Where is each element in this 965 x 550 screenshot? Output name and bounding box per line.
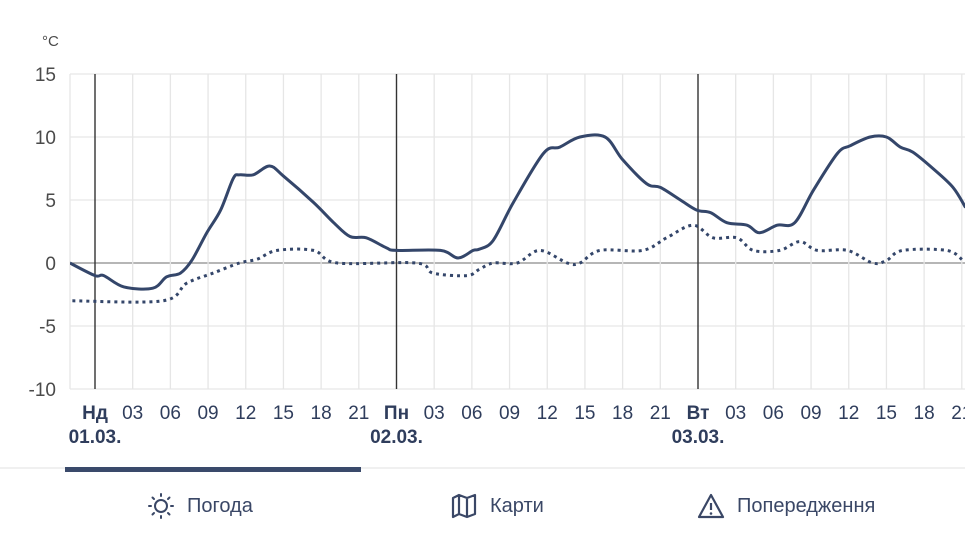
hour-label: 12 <box>838 403 859 424</box>
hour-label: 12 <box>537 403 558 424</box>
hour-label: 03 <box>122 403 143 424</box>
y-tick-label: 10 <box>35 128 56 149</box>
hour-label: 09 <box>499 403 520 424</box>
y-tick-label: 15 <box>35 65 56 86</box>
hour-label: 03 <box>424 403 445 424</box>
solid-series-line <box>70 133 965 291</box>
weekday-label: Пн <box>384 403 409 424</box>
series-lines <box>70 133 965 304</box>
y-tick-label: 5 <box>45 191 56 212</box>
hour-label: 15 <box>574 403 595 424</box>
hour-label: 09 <box>800 403 821 424</box>
tab-weather-label: Погода <box>187 494 253 517</box>
hour-label: 15 <box>876 403 897 424</box>
tab-maps[interactable]: Карти <box>450 488 544 524</box>
nav-divider <box>0 467 965 469</box>
tab-warnings[interactable]: Попередження <box>697 488 875 524</box>
y-axis-labels: 15 10 5 0 -5 -10 <box>29 65 56 401</box>
unit-label: °C <box>42 33 59 50</box>
weekday-label: Вт <box>687 403 710 424</box>
hour-label: 21 <box>650 403 671 424</box>
hour-label: 06 <box>160 403 181 424</box>
tab-maps-label: Карти <box>490 494 544 517</box>
date-label: 01.03. <box>69 427 122 448</box>
hour-label: 06 <box>763 403 784 424</box>
date-label: 03.03. <box>672 427 725 448</box>
tab-warnings-label: Попередження <box>737 494 876 517</box>
y-tick-label: 0 <box>45 254 56 275</box>
tab-weather[interactable]: Погода <box>147 488 253 524</box>
hour-label: 18 <box>311 403 332 424</box>
y-tick-label: -10 <box>29 380 56 401</box>
sun-icon <box>148 493 174 519</box>
hour-label: 18 <box>612 403 633 424</box>
y-tick-label: -5 <box>39 317 56 338</box>
warning-icon <box>697 493 725 519</box>
hour-label: 06 <box>461 403 482 424</box>
date-label: 02.03. <box>370 427 423 448</box>
map-icon <box>451 493 477 519</box>
hour-label: 12 <box>235 403 256 424</box>
hour-label: 03 <box>725 403 746 424</box>
hour-label: 21 <box>348 403 369 424</box>
weekday-label: Нд <box>82 403 108 424</box>
hour-label: 09 <box>197 403 218 424</box>
hour-label: 15 <box>273 403 294 424</box>
grid <box>69 73 965 390</box>
hour-label: 18 <box>914 403 935 424</box>
hour-label: 21 <box>951 403 965 424</box>
active-tab-indicator <box>65 467 361 472</box>
dotted-series-line <box>72 223 964 304</box>
